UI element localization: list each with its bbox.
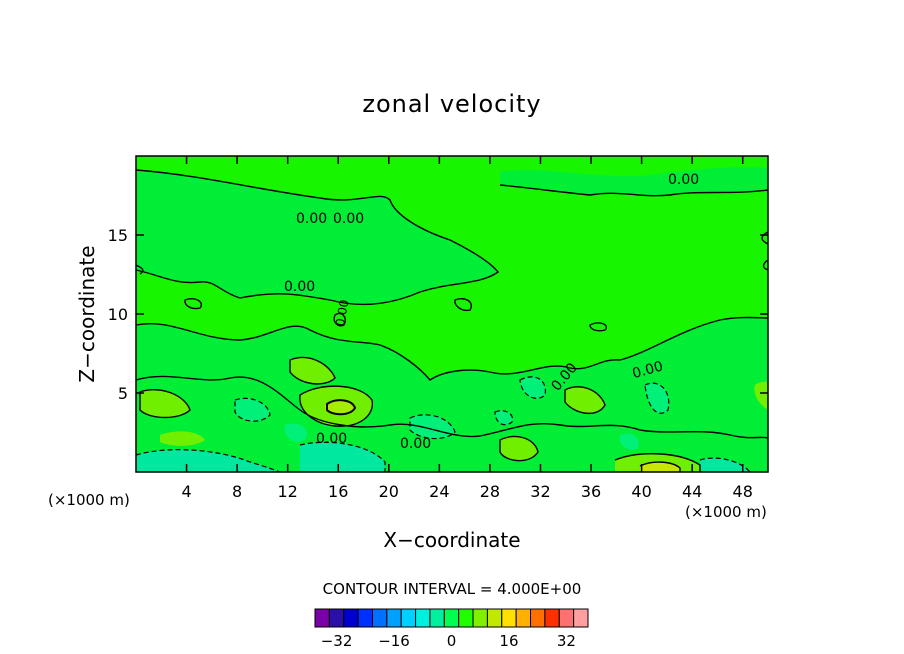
colorbar-swatch [429,608,445,628]
colorbar-swatch [371,608,388,628]
x-tick-label: 40 [631,482,651,501]
colorbar-swatch [544,608,560,628]
contour-region-positive [565,386,605,414]
contour-region-weak-negative-3 [500,167,768,196]
contour-region-positive [325,400,355,415]
x-tick-label: 44 [682,482,702,501]
x-tick-label: 8 [232,482,242,501]
x-unit-label-right: (×1000 m) [685,503,767,521]
x-axis: 4 8 12 16 20 24 28 32 36 40 44 48 [181,156,753,501]
contour-region-negative [619,433,639,450]
colorbar-tick-label: −16 [378,632,410,650]
contour-region-negative [136,449,280,472]
contour-region-negative [700,458,750,472]
colorbar-swatch [443,608,460,628]
colorbar: −32 −16 0 16 32 [314,608,589,650]
y-tick-label: 15 [108,226,128,245]
contour-lines [135,169,769,472]
x-tick-label: 20 [379,482,399,501]
contour-region-negative [300,442,385,472]
colorbar-tick-label: 0 [447,632,457,650]
contour-label: 0.00 [333,299,351,328]
contour-region-weak-negative-2 [136,170,498,305]
contour-label: 0.00 [296,211,327,227]
colorbar-swatch [472,608,488,628]
contour-label: 0.00 [668,172,699,188]
colorbar-tick-label: 32 [557,632,576,650]
contour-region-negative [495,410,513,425]
contour-region-positive [160,431,205,446]
colorbar-tick-label: 16 [499,632,518,650]
x-tick-label: 36 [581,482,601,501]
colorbar-swatch [314,608,330,628]
contour-label: 0.00 [333,211,364,227]
plot-area: 0.00 0.00 0.00 0.00 0.00 0.00 0.00 0.00 … [135,155,769,473]
x-axis-label: X−coordinate [383,528,520,552]
contour-region-negative [520,376,546,399]
chart-title: zonal velocity [362,90,541,118]
colorbar-swatch [573,608,589,628]
contour-label: 0.00 [316,431,347,447]
y-axis-label: Z−coordinate [75,245,99,382]
contour-region-positive [640,462,680,472]
colorbar-swatch [530,608,546,628]
contour-label: 0.00 [400,436,431,452]
contour-region-positive [500,436,538,461]
contour-label: 0.00 [631,359,665,383]
contour-region-negative [235,398,270,422]
colorbar-swatch [515,608,532,628]
contour-interval-label: CONTOUR INTERVAL = 4.000E+00 [323,580,582,598]
colorbar-swatch [328,608,345,628]
y-axis: 5 10 15 [108,226,768,403]
colorbar-swatch [415,608,431,628]
contour-region-negative [284,423,308,442]
colorbar-swatch [386,608,402,628]
contour-lines-negative [135,376,751,473]
y-tick-label: 5 [118,384,128,403]
x-tick-label: 16 [328,482,348,501]
colorbar-swatch [400,608,417,628]
colorbar-swatch [458,608,474,628]
x-tick-label: 48 [733,482,753,501]
colorbar-swatch [558,608,575,628]
x-tick-label: 32 [530,482,550,501]
contour-region-positive [290,357,335,384]
colorbar-swatch [343,608,359,628]
contour-label: 0.00 [284,279,315,295]
x-tick-label: 24 [429,482,449,501]
colorbar-tick-label: −32 [321,632,353,650]
colorbar-swatch [501,608,517,628]
x-tick-label: 12 [278,482,298,501]
y-tick-label: 10 [108,305,128,324]
x-unit-label-left: (×1000 m) [48,491,130,509]
x-tick-label: 28 [480,482,500,501]
colorbar-swatch [486,608,503,628]
contour-region-positive [754,381,768,410]
colorbar-swatch [357,608,373,628]
x-tick-label: 4 [181,482,191,501]
